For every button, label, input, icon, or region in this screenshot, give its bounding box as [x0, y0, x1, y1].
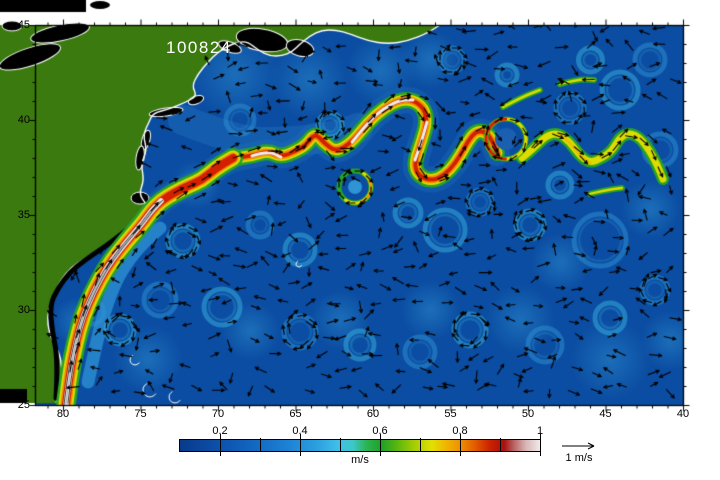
colorbar-tick [340, 438, 341, 452]
x-axis-tick-label: 40 [676, 408, 690, 420]
reference-arrow-icon [562, 442, 595, 450]
colorbar-tick-label: 1 [536, 425, 544, 437]
y-axis-tick-label: 30 [17, 304, 30, 316]
colorbar-tick-label: 0.2 [212, 425, 228, 437]
x-axis-tick-label: 80 [56, 408, 70, 420]
colorbar-tick [220, 434, 221, 456]
colorbar-tick [300, 434, 301, 456]
colorbar-tick [460, 434, 461, 456]
date-overlay-label: 100824 [166, 38, 232, 57]
colorbar-tick-label: 0.4 [292, 425, 308, 437]
colorbar-gradient [180, 440, 540, 451]
y-axis-tick-label: 35 [17, 209, 30, 221]
x-axis-tick-label: 55 [444, 408, 457, 420]
colorbar-tick [420, 438, 421, 452]
x-axis-tick-label: 65 [289, 408, 302, 420]
colorbar-tick-label: 0.6 [372, 425, 388, 437]
colorbar [179, 439, 541, 452]
colorbar-unit-label: m/s [351, 454, 369, 466]
colorbar-tick [260, 438, 261, 452]
y-axis-tick-label: 45 [17, 19, 30, 31]
y-axis-tick-label: 40 [17, 114, 30, 126]
colorbar-tick [380, 434, 381, 456]
x-axis-tick-label: 60 [366, 408, 380, 420]
colorbar-tick-label: 0.8 [452, 425, 468, 437]
x-axis-tick-label: 45 [599, 408, 612, 420]
x-axis-tick-label: 70 [211, 408, 225, 420]
colorbar-tick [540, 434, 541, 456]
y-axis-tick-label: 25 [17, 399, 30, 411]
colorbar-tick [500, 438, 501, 452]
x-axis-tick-label: 50 [521, 408, 535, 420]
x-axis-tick-label: 75 [134, 408, 147, 420]
reference-arrow-label: 1 m/s [565, 452, 593, 464]
